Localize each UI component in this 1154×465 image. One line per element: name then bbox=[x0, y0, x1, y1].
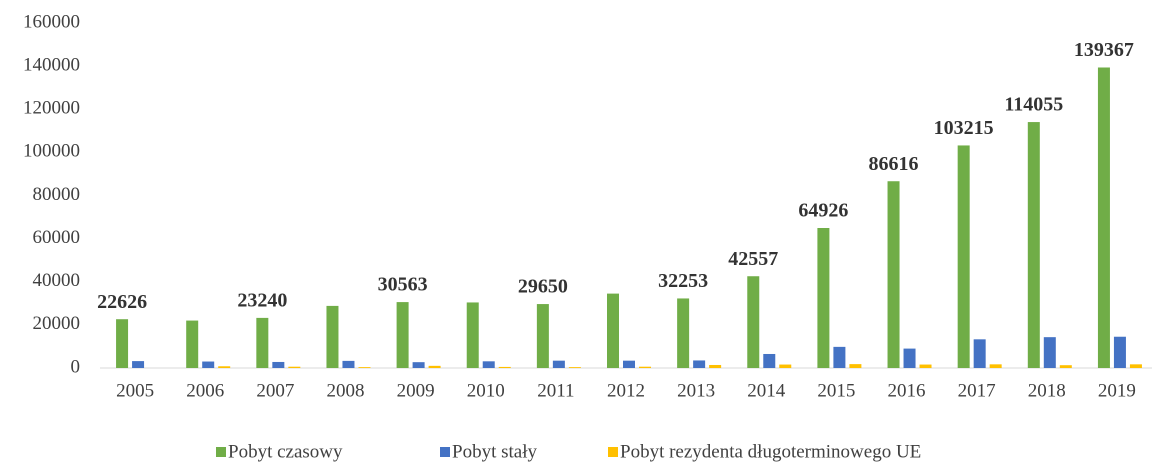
y-tick-label: 0 bbox=[71, 356, 81, 377]
data-label: 64926 bbox=[798, 200, 848, 222]
bar bbox=[116, 319, 129, 368]
bar bbox=[747, 276, 760, 368]
bar bbox=[396, 302, 409, 368]
x-tick-label: 2005 bbox=[116, 380, 154, 401]
bar bbox=[989, 364, 1002, 368]
bar bbox=[482, 361, 495, 368]
bar bbox=[412, 362, 425, 368]
y-tick-label: 120000 bbox=[23, 98, 80, 119]
y-tick-label: 80000 bbox=[33, 184, 81, 205]
bar bbox=[709, 364, 722, 368]
bar bbox=[919, 364, 932, 368]
legend-label: Pobyt rezydenta długoterminowego UE bbox=[620, 441, 921, 462]
x-tick-label: 2012 bbox=[607, 380, 645, 401]
bar bbox=[186, 320, 199, 368]
bar bbox=[288, 366, 301, 368]
bar bbox=[536, 304, 549, 368]
x-tick-label: 2008 bbox=[326, 380, 364, 401]
bar bbox=[693, 360, 706, 368]
legend-swatch bbox=[216, 447, 226, 457]
bar bbox=[1097, 67, 1110, 369]
bar bbox=[202, 361, 215, 368]
bar bbox=[833, 346, 846, 368]
x-tick-label: 2007 bbox=[256, 380, 294, 401]
bar bbox=[1059, 365, 1072, 368]
data-label: 30563 bbox=[378, 274, 428, 296]
bar bbox=[763, 353, 776, 368]
x-tick-label: 2013 bbox=[677, 380, 715, 401]
y-tick-label: 40000 bbox=[33, 270, 81, 291]
x-tick-label: 2019 bbox=[1098, 380, 1136, 401]
data-label: 103215 bbox=[934, 117, 994, 139]
bar bbox=[498, 366, 511, 368]
bar bbox=[326, 305, 339, 368]
bar bbox=[887, 181, 900, 368]
bar bbox=[779, 364, 792, 368]
bar bbox=[957, 145, 970, 368]
bar bbox=[256, 317, 269, 368]
bar bbox=[568, 367, 581, 368]
legend-swatch bbox=[440, 447, 450, 457]
bar bbox=[1113, 336, 1126, 368]
legend-swatch bbox=[608, 447, 618, 457]
bar bbox=[272, 361, 285, 368]
bar bbox=[677, 298, 690, 368]
data-label: 42557 bbox=[728, 248, 778, 270]
bar bbox=[1027, 122, 1040, 368]
bar bbox=[903, 348, 916, 368]
data-label: 86616 bbox=[869, 153, 919, 175]
x-tick-label: 2016 bbox=[888, 380, 926, 401]
data-label: 23240 bbox=[237, 289, 287, 311]
y-tick-label: 160000 bbox=[23, 11, 80, 32]
data-label: 32253 bbox=[658, 270, 708, 292]
x-tick-label: 2006 bbox=[186, 380, 224, 401]
y-tick-label: 140000 bbox=[23, 54, 80, 75]
bar bbox=[358, 367, 371, 368]
bar bbox=[552, 360, 565, 368]
y-tick-label: 60000 bbox=[33, 227, 81, 248]
x-tick-label: 2009 bbox=[397, 380, 435, 401]
bar bbox=[466, 302, 479, 368]
bar bbox=[218, 366, 231, 368]
bar bbox=[342, 360, 355, 368]
bar bbox=[607, 293, 619, 368]
data-label: 29650 bbox=[518, 276, 568, 298]
data-label: 114055 bbox=[1004, 94, 1063, 116]
data-label: 22626 bbox=[97, 291, 147, 313]
x-tick-label: 2017 bbox=[958, 380, 996, 401]
bar bbox=[849, 364, 862, 368]
x-tick-label: 2010 bbox=[467, 380, 505, 401]
bar bbox=[817, 228, 830, 368]
legend-label: Pobyt czasowy bbox=[228, 441, 343, 462]
x-tick-label: 2011 bbox=[537, 380, 574, 401]
data-label: 139367 bbox=[1074, 39, 1134, 61]
bar bbox=[639, 366, 651, 368]
y-tick-label: 100000 bbox=[23, 141, 80, 162]
bar bbox=[1129, 364, 1142, 368]
x-tick-label: 2015 bbox=[817, 380, 855, 401]
bar bbox=[973, 339, 986, 368]
legend-label: Pobyt stały bbox=[452, 441, 537, 462]
x-tick-label: 2018 bbox=[1028, 380, 1066, 401]
bar bbox=[623, 360, 635, 368]
bar bbox=[1043, 337, 1056, 368]
bar bbox=[132, 361, 145, 368]
x-tick-label: 2014 bbox=[747, 380, 786, 401]
y-tick-label: 20000 bbox=[33, 313, 81, 334]
bar bbox=[428, 365, 441, 368]
